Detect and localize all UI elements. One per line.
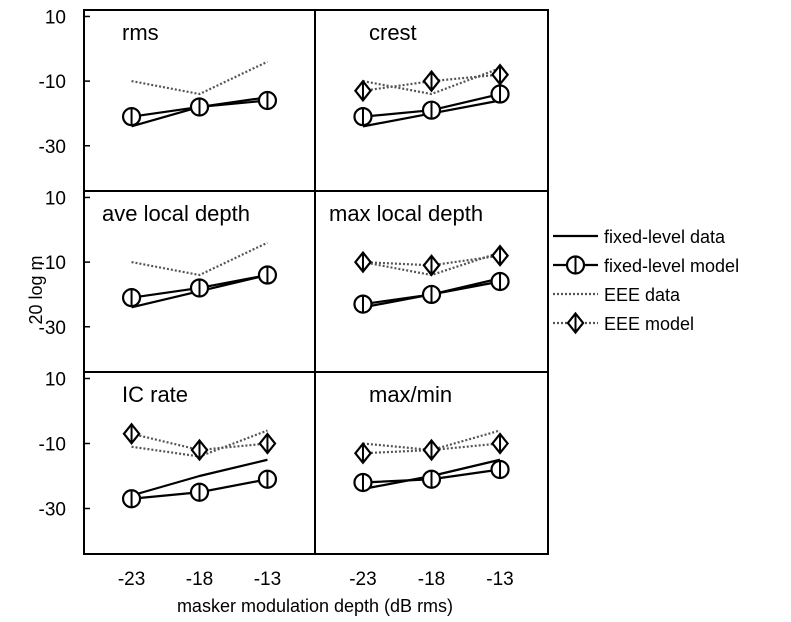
y-tick-label: -10 — [39, 253, 66, 274]
panel-title: max local depth — [329, 201, 483, 226]
legend-label: EEE data — [604, 285, 681, 305]
y-tick-label: -10 — [39, 72, 66, 93]
y-tick-label: -30 — [39, 137, 66, 158]
y-tick-label: 10 — [45, 188, 66, 209]
panel-frame — [314, 371, 549, 555]
x-axis-label: masker modulation depth (dB rms) — [177, 596, 453, 616]
panel-title: crest — [369, 20, 417, 45]
panel-0: rms — [83, 9, 316, 192]
y-axis-label: 20 log m — [26, 255, 46, 324]
panel-frame — [83, 371, 316, 555]
legend-item: EEE model — [553, 311, 694, 335]
panel-2: ave local depth — [83, 190, 316, 373]
x-tick-label: -18 — [418, 569, 445, 590]
x-tick-label: -18 — [186, 569, 213, 590]
panel-5: max/min — [314, 371, 549, 555]
tick-labels: 10 -10 -30 10 -10 -30 10 -10 -30 -23 -18 -13 -23 -18 -… — [39, 7, 514, 590]
panel-title: IC rate — [122, 382, 188, 407]
y-tick-label: 10 — [45, 7, 66, 28]
panel-frame — [314, 9, 549, 192]
x-tick-label: -13 — [486, 569, 513, 590]
legend-item: fixed-level data — [553, 227, 726, 247]
panel-grid: rms crest ave local depth max local depth IC… — [83, 9, 549, 555]
x-tick-label: -23 — [118, 569, 145, 590]
panel-title: ave local depth — [102, 201, 250, 226]
panel-3: max local depth — [314, 190, 549, 373]
panel-1: crest — [314, 9, 549, 192]
y-tick-label: -30 — [39, 500, 66, 521]
legend-item: fixed-level model — [553, 255, 739, 276]
legend-label: EEE model — [604, 314, 694, 334]
y-tick-label: -10 — [39, 435, 66, 456]
series-eee-data — [131, 241, 268, 277]
legend-item: EEE data — [553, 285, 681, 305]
legend-label: fixed-level model — [604, 256, 739, 276]
legend-label: fixed-level data — [604, 227, 726, 247]
series-eee-data — [362, 67, 501, 96]
y-tick-label: -30 — [39, 318, 66, 339]
panel-4: IC rate — [83, 371, 316, 555]
series-fixed-data — [131, 458, 268, 497]
panel-title: rms — [122, 20, 159, 45]
legend: fixed-level data fixed-level model EEE dat… — [553, 227, 739, 335]
panel-title: max/min — [369, 382, 452, 407]
y-tick-label: 10 — [45, 370, 66, 391]
x-tick-label: -23 — [349, 569, 376, 590]
series-eee-data — [131, 60, 268, 96]
x-tick-label: -13 — [254, 569, 281, 590]
